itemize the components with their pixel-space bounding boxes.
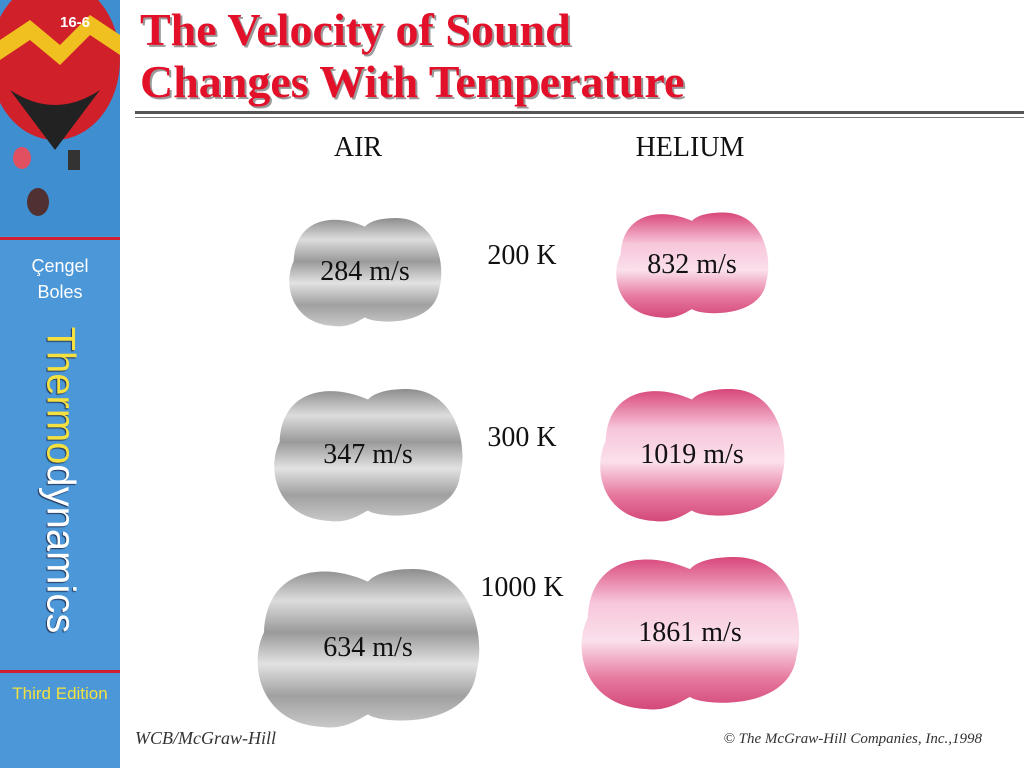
helium-velocity: 1861 m/s xyxy=(638,617,742,648)
divider xyxy=(0,670,120,673)
air-velocity: 634 m/s xyxy=(323,632,413,663)
blob xyxy=(274,389,463,522)
title-line: Changes With Temperature xyxy=(140,56,685,107)
slide-number: 16-6 xyxy=(60,14,91,31)
blob xyxy=(600,389,785,522)
edition: Third Edition xyxy=(12,684,108,703)
helium-velocity: 832 m/s xyxy=(647,249,737,280)
blob xyxy=(257,569,480,728)
helium-velocity: 1019 m/s xyxy=(640,439,744,470)
divider xyxy=(0,237,120,240)
blob xyxy=(616,212,769,318)
title-line: The Velocity of Sound xyxy=(140,4,571,55)
air-velocity: 284 m/s xyxy=(320,256,410,287)
column-header: HELIUM xyxy=(635,132,745,163)
balloon-art xyxy=(0,0,120,236)
author: Boles xyxy=(37,282,83,302)
temperature: 1000 K xyxy=(480,572,564,603)
title-rule xyxy=(135,111,1024,114)
author: Çengel xyxy=(31,256,89,276)
blob xyxy=(289,218,442,327)
sidebar: 16-6 Çengel Boles Thermodynamics Third E… xyxy=(0,0,120,768)
title-rule xyxy=(135,117,1024,118)
blob xyxy=(581,557,800,710)
temperature: 200 K xyxy=(487,240,557,271)
air-velocity: 347 m/s xyxy=(323,439,413,470)
temperature: 300 K xyxy=(487,422,557,453)
publisher: WCB/McGraw-Hill xyxy=(135,728,276,748)
column-header: AIR xyxy=(333,132,383,163)
copyright: © The McGraw-Hill Companies, Inc.,1998 xyxy=(723,731,982,747)
